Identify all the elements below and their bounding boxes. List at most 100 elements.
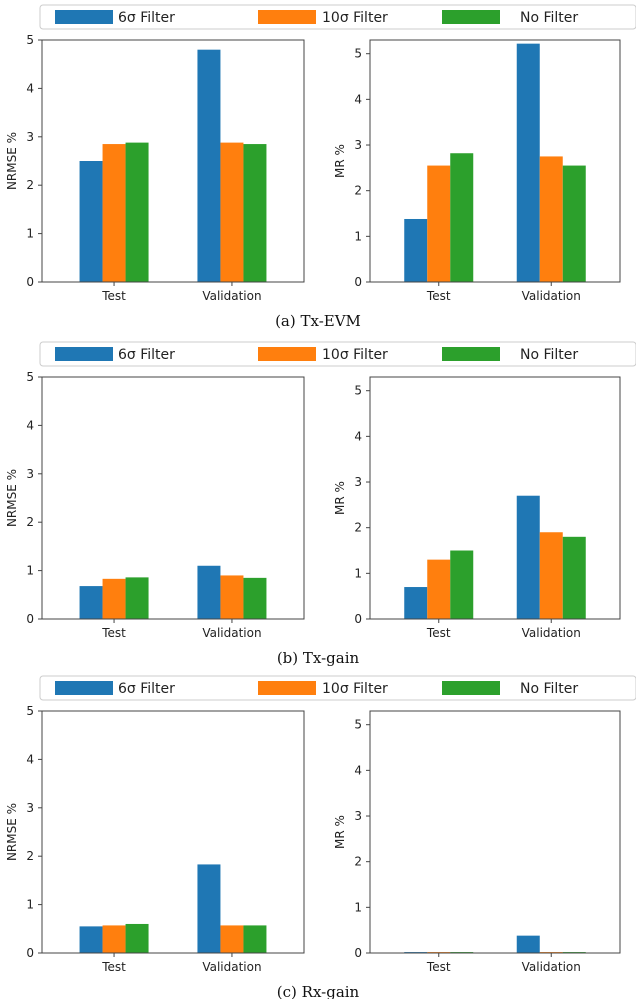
bar [427,165,451,282]
y-tick-label: 5 [26,370,34,384]
legend-swatch [55,10,113,24]
caption: (c) Rx-gain [277,983,360,999]
y-tick-label: 1 [26,564,34,578]
chart: Test Validation 0 1 2 3 4 5 MR % [333,710,621,974]
x-tick-label: Test [101,626,126,640]
panel: 6σ Filter 10σ Filter No Filter Test Validati… [5,341,636,667]
axes-frame [41,710,305,954]
y-axis-label: MR % [333,481,347,515]
bar [539,532,563,619]
x-tick-label: Validation [202,289,261,303]
legend-swatch [55,347,113,361]
y-tick-label: 5 [26,33,34,47]
chart: Test Validation 0 1 2 3 4 5 MR % [333,376,621,640]
bar [516,935,540,953]
y-tick-label: 5 [354,718,362,732]
y-tick-label: 0 [354,275,362,289]
legend-swatch [258,681,316,695]
y-tick-label: 2 [26,515,34,529]
y-tick-label: 0 [26,275,34,289]
bar [243,144,267,282]
bar [539,156,563,282]
caption: (a) Tx-EVM [275,312,361,330]
y-tick-label: 4 [26,81,34,95]
y-tick-label: 1 [26,227,34,241]
y-tick-label: 0 [354,946,362,960]
y-tick-label: 2 [26,178,34,192]
legend-label: 10σ Filter [322,10,388,26]
axes-frame [41,39,305,283]
y-tick-label: 2 [354,184,362,198]
bar [450,550,474,619]
y-axis-label: MR % [333,815,347,849]
y-tick-label: 5 [26,704,34,718]
bar [220,575,244,619]
axes-frame [369,710,621,954]
panel: 6σ Filter 10σ Filter No Filter Test Validati… [5,4,636,330]
panel: 6σ Filter 10σ Filter No Filter Test Validati… [5,675,636,999]
y-tick-label: 3 [354,475,362,489]
y-tick-label: 3 [354,138,362,152]
y-tick-label: 5 [354,47,362,61]
y-tick-label: 1 [354,566,362,580]
legend-label: No Filter [520,681,578,697]
chart: Test Validation 0 1 2 3 4 5 NRMSE % [5,33,305,303]
y-axis-label: NRMSE % [5,469,19,527]
x-tick-label: Test [426,626,451,640]
bar [79,586,103,619]
y-tick-label: 1 [26,898,34,912]
y-tick-label: 2 [26,849,34,863]
y-axis-label: NRMSE % [5,132,19,190]
y-tick-label: 0 [26,946,34,960]
legend: 6σ Filter 10σ Filter No Filter [39,341,636,367]
y-tick-label: 2 [354,521,362,535]
legend-label: 6σ Filter [118,681,175,697]
bar [450,153,474,282]
x-tick-label: Validation [522,626,581,640]
x-tick-label: Validation [522,289,581,303]
y-tick-label: 3 [354,809,362,823]
y-tick-label: 3 [26,467,34,481]
legend-label: No Filter [520,347,578,363]
bar [79,161,103,282]
axes-frame [369,39,621,283]
y-axis-label: MR % [333,144,347,178]
y-tick-label: 0 [354,612,362,626]
x-tick-label: Test [101,289,126,303]
x-tick-label: Test [101,960,126,974]
bar [562,165,586,282]
legend-label: 6σ Filter [118,347,175,363]
bar [125,577,149,619]
y-tick-label: 4 [26,418,34,432]
bar [516,495,540,619]
bar [427,559,451,619]
bar [79,926,103,953]
legend-label: 6σ Filter [118,10,175,26]
bar [404,587,428,619]
x-tick-label: Validation [202,626,261,640]
y-tick-label: 1 [354,900,362,914]
legend-swatch [442,347,500,361]
y-tick-label: 4 [26,752,34,766]
y-tick-label: 4 [354,92,362,106]
bar [243,577,267,619]
y-tick-label: 5 [354,384,362,398]
legend-label: 10σ Filter [322,347,388,363]
y-axis-label: NRMSE % [5,803,19,861]
y-tick-label: 3 [26,801,34,815]
x-tick-label: Test [426,960,451,974]
y-tick-label: 4 [354,429,362,443]
x-tick-label: Validation [202,960,261,974]
axes-frame [369,376,621,620]
bar [220,925,244,953]
bar [220,142,244,282]
y-tick-label: 3 [26,130,34,144]
legend-swatch [442,681,500,695]
bar [125,923,149,953]
bar [102,578,126,619]
chart: Test Validation 0 1 2 3 4 5 MR % [333,39,621,303]
axes-frame [41,376,305,620]
bar [125,142,149,282]
bar [516,43,540,282]
